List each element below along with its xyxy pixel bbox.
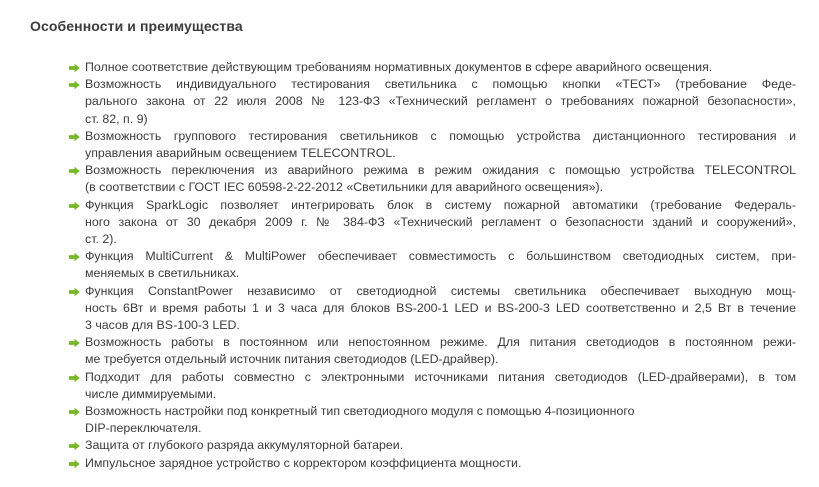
bullet-line: Возможность группового тестирования свет… [85,128,796,143]
feature-text: Функция SparkLogic позволяет интегрирова… [85,197,796,249]
bullet-line: Подходит для работы совместно с электрон… [85,369,796,384]
bullet-line: управления аварийным освещением TELECONT… [85,146,396,161]
arrow-right-icon [69,59,85,73]
arrow-right-icon [69,283,85,297]
features-list: Полное соответствие действующим требован… [30,59,796,472]
bullet-line: числе диммируемыми. [85,386,217,401]
arrow-right-icon [69,437,85,451]
bullet-line: (в соответствии с ГОСТ IEC 60598-2-22-20… [85,180,604,195]
bullet-line: Возможность индивидуального тестирования… [85,77,796,92]
bullet-line: Возможность настройки под конкретный тип… [85,404,635,419]
arrow-right-icon [69,334,85,348]
arrow-right-icon [69,403,85,417]
bullet-line: Функция ConstantPower независимо от свет… [85,283,796,298]
bullet-line: ме требуется отдельный источник питания … [85,352,499,367]
arrow-right-icon [69,455,85,469]
page-title: Особенности и преимущества [30,18,243,34]
list-item: Возможность работы в постоянном или непо… [69,334,796,368]
bullet-line: DIP-переключателя. [85,421,202,436]
bullet-line: 3 часов для BS-100-3 LED. [85,318,240,333]
list-item: Подходит для работы совместно с электрон… [69,369,796,403]
bullet-line: Функция MultiCurrent & MultiPower обеспе… [85,249,796,264]
feature-text: Импульсное зарядное устройство с коррект… [85,455,796,472]
feature-text: Возможность индивидуального тестирования… [85,76,796,128]
bullet-line: Импульсное зарядное устройство с коррект… [85,455,522,470]
list-item: Импульсное зарядное устройство с коррект… [69,455,796,472]
document-page: Особенности и преимущества Полное соотве… [30,18,796,472]
list-item: Функция SparkLogic позволяет интегрирова… [69,197,796,249]
bullet-line: Функция SparkLogic позволяет интегрирова… [85,197,796,212]
list-item: Полное соответствие действующим требован… [69,59,796,76]
feature-text: Возможность работы в постоянном или непо… [85,334,796,368]
feature-text: Защита от глубокого разряда аккумуляторн… [85,437,796,454]
bullet-line: ст. 82, п. 9) [85,111,148,126]
bullet-line: ст. 2). [85,232,117,247]
bullet-line: Возможность работы в постоянном или непо… [85,335,796,350]
feature-text: Возможность переключения из аварийного р… [85,162,796,196]
arrow-right-icon [69,248,85,262]
bullet-line: Полное соответствие действующим требован… [85,60,713,74]
bullet-line: Возможность переключения из аварийного р… [85,163,796,178]
feature-text: Функция MultiCurrent & MultiPower обеспе… [85,248,796,282]
feature-text: Полное соответствие действующим требован… [85,59,796,76]
arrow-right-icon [69,128,85,142]
arrow-right-icon [69,162,85,176]
arrow-right-icon [69,76,85,90]
bullet-line: меняемых в светильниках. [85,266,240,281]
bullet-line: Защита от глубокого разряда аккумуляторн… [85,438,404,453]
list-item: Защита от глубокого разряда аккумуляторн… [69,437,796,454]
bullet-line: ность 6Вт и время работы 1 и 3 часа для … [85,300,796,315]
feature-text: Функция ConstantPower независимо от свет… [85,283,796,335]
list-item: Возможность переключения из аварийного р… [69,162,796,196]
feature-text: Подходит для работы совместно с электрон… [85,369,796,403]
bullet-line: рального закона от 22 июля 2008 № 123-ФЗ… [85,94,796,109]
feature-text: Возможность настройки под конкретный тип… [85,403,796,437]
arrow-right-icon [69,197,85,211]
list-item: Возможность индивидуального тестирования… [69,76,796,128]
list-item: Возможность настройки под конкретный тип… [69,403,796,437]
feature-text: Возможность группового тестирования свет… [85,128,796,162]
arrow-right-icon [69,369,85,383]
list-item: Функция MultiCurrent & MultiPower обеспе… [69,248,796,282]
list-item: Функция ConstantPower независимо от свет… [69,283,796,335]
list-item: Возможность группового тестирования свет… [69,128,796,162]
bullet-line: ного закона от 30 декабря 2009 г. № 384-… [85,214,796,229]
